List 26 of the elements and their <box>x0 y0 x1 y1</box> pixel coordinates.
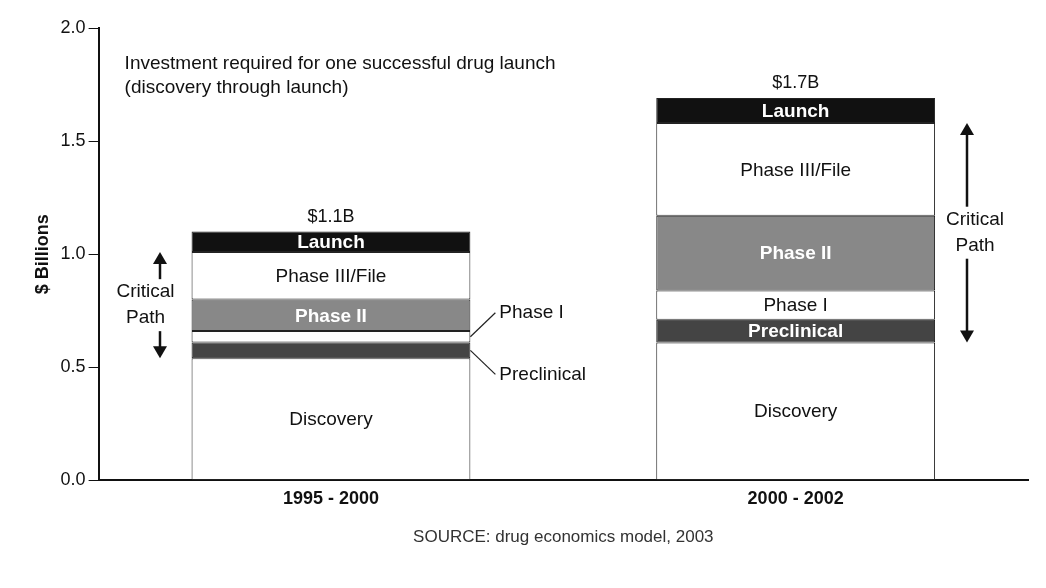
series-label: Phase III/File <box>275 264 387 286</box>
text: Launch <box>297 230 365 252</box>
annotation: Critical Path <box>946 207 1005 255</box>
y-tick-label: 2.0 <box>60 16 86 37</box>
text: Phase III/File <box>740 158 852 180</box>
text: Phase II <box>759 242 832 264</box>
x-tick-label: 1995 - 2000 <box>282 488 380 509</box>
annotation: Critical Path <box>116 280 175 328</box>
series-label: Launch <box>761 99 830 121</box>
y-tick-label: 0.0 <box>60 469 86 490</box>
text: Phase I <box>499 301 564 322</box>
series-label: Phase I <box>763 294 828 316</box>
series-label: Phase II <box>295 304 367 326</box>
text: Investment required for one successful drug launch (discovery through launch) <box>124 51 556 97</box>
source-note: SOURCE: drug economics model, 2003 <box>413 526 714 546</box>
y-tick-label: 1.5 <box>60 130 86 151</box>
series-label: Preclinical <box>748 320 844 342</box>
x-tick-label: 2000 - 2002 <box>747 488 844 509</box>
y-axis-title: $ Billions <box>31 214 52 295</box>
series-label: Discovery <box>289 408 374 430</box>
text: Discovery <box>753 400 838 422</box>
y-tick-label: 1.0 <box>60 243 86 264</box>
total-label: $1.7B <box>772 72 820 93</box>
text: Preclinical <box>499 362 586 384</box>
total-label: $1.1B <box>307 205 355 226</box>
y-tick-label: 0.5 <box>60 356 86 377</box>
